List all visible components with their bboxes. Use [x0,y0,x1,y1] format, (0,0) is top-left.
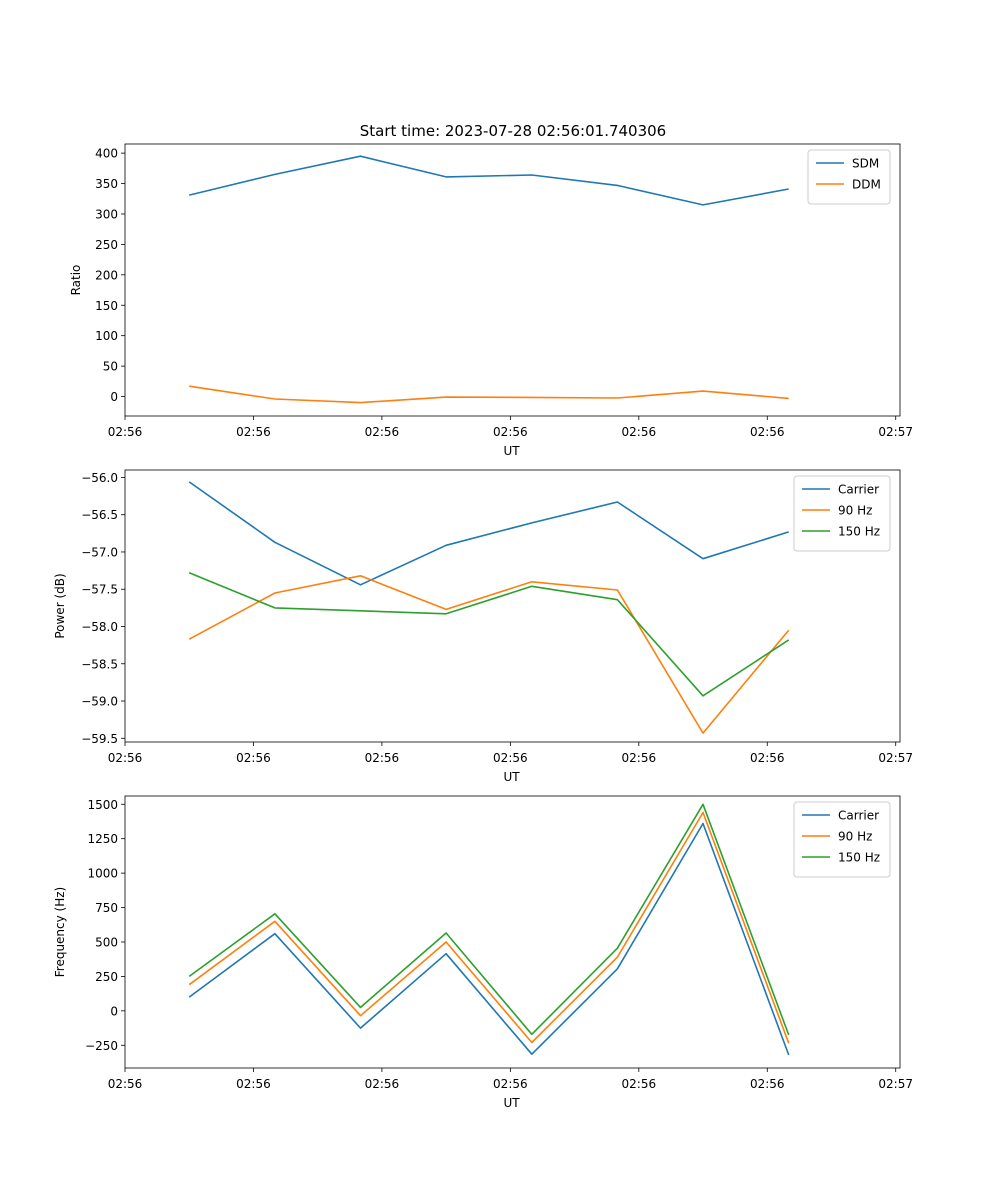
y-tick-label: 400 [95,147,118,161]
x-tick-label: 02:56 [108,1077,143,1091]
x-tick-label: 02:56 [493,751,528,765]
y-axis-label: Frequency (Hz) [53,887,67,978]
legend-label: Carrier [838,483,879,497]
series-line-carrier [188,481,789,586]
y-tick-label: 50 [103,360,118,374]
legend-label: 150 Hz [838,851,880,865]
x-tick-label: 02:56 [236,425,271,439]
y-tick-label: 1500 [87,798,118,812]
y-tick-label: −59.0 [81,695,118,709]
x-tick-label: 02:56 [365,1077,400,1091]
y-tick-label: −56.5 [81,508,118,522]
legend: Carrier 90 Hz 150 Hz [793,801,891,878]
y-tick-label: 750 [95,901,118,915]
y-tick-label: 0 [110,390,118,404]
panel-2: 02:56 02:56 02:56 02:56 02:56 02:56 02:57 −56.0… [53,469,913,784]
legend-label: DDM [852,178,881,192]
y-tick-label: 500 [95,935,118,949]
x-tick-label: 02:57 [878,751,913,765]
axes-frame [124,143,901,417]
series-line-150-hz [188,803,790,1036]
y-tick-label: 100 [95,329,118,343]
x-tick-label: 02:56 [108,751,143,765]
legend-label: 150 Hz [838,525,880,539]
y-tick-label: 1000 [87,867,118,881]
y-tick-label: −59.5 [81,732,118,746]
y-tick-label: −58.5 [81,657,118,671]
legend: Carrier 90 Hz 150 Hz [793,475,891,552]
y-tick-label: −56.0 [81,471,118,485]
x-tick-label: 02:56 [622,425,657,439]
legend-label: 90 Hz [838,504,872,518]
y-tick-label: 200 [95,268,118,282]
x-axis-label: UT [503,770,520,784]
x-tick-label: 02:56 [622,1077,657,1091]
x-tick-label: 02:56 [365,751,400,765]
y-axis-label: Power (dB) [53,573,67,638]
x-tick-label: 02:57 [878,1077,913,1091]
x-tick-label: 02:56 [236,751,271,765]
series-line-ddm [189,385,789,404]
legend-box [793,801,891,878]
series-line-sdm [189,155,789,206]
figure-title: Start time: 2023-07-28 02:56:01.740306 [360,122,666,140]
y-axis-label: Ratio [69,265,83,296]
x-axis-label: UT [503,1096,520,1110]
x-tick-label: 02:56 [108,425,143,439]
series-line-90-hz [188,574,790,734]
x-tick-label: 02:57 [878,425,913,439]
x-tick-label: 02:56 [493,1077,528,1091]
y-tick-label: −57.5 [81,583,118,597]
x-tick-label: 02:56 [236,1077,271,1091]
y-tick-label: 350 [95,177,118,191]
legend-box [793,475,891,552]
legend-label: SDM [852,157,879,171]
y-tick-label: 250 [95,970,118,984]
panel-1: 02:56 02:56 02:56 02:56 02:56 02:56 02:57 0 50 10… [69,143,913,458]
legend-label: 90 Hz [838,830,872,844]
legend: SDM DDM [807,149,891,205]
x-tick-label: 02:56 [365,425,400,439]
y-tick-label: −57.0 [81,545,118,559]
series-line-carrier [188,822,790,1056]
legend-label: Carrier [838,809,879,823]
y-tick-label: −250 [85,1039,118,1053]
axes-frame [124,469,901,743]
y-tick-label: 150 [95,299,118,313]
x-tick-label: 02:56 [493,425,528,439]
series-line-150-hz [188,572,790,697]
series-line-90-hz [188,811,790,1044]
y-tick-label: −58.0 [81,620,118,634]
x-tick-label: 02:56 [622,751,657,765]
panel-3: 02:56 02:56 02:56 02:56 02:56 02:56 02:57 −250 0… [53,795,913,1110]
axes-frame [124,795,901,1069]
x-tick-label: 02:56 [750,751,785,765]
y-tick-label: 300 [95,207,118,221]
y-tick-label: 1250 [87,832,118,846]
x-tick-label: 02:56 [750,425,785,439]
y-tick-label: 250 [95,238,118,252]
y-tick-label: 0 [110,1004,118,1018]
x-axis-label: UT [503,444,520,458]
x-tick-label: 02:56 [750,1077,785,1091]
